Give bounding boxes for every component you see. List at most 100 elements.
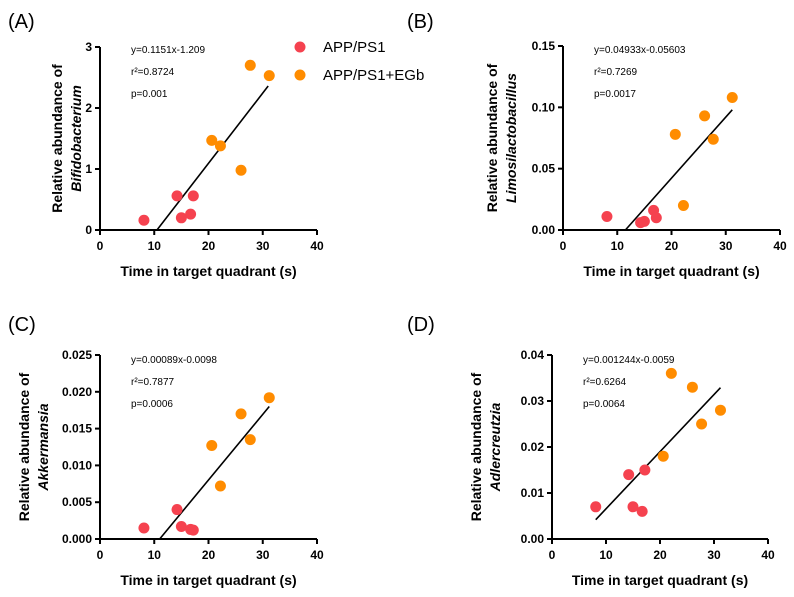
data-point (214, 140, 226, 152)
regression-line (595, 387, 722, 521)
data-point (235, 164, 247, 176)
annotation-p: p=0.0064 (583, 399, 625, 410)
x-tick-label: 30 (707, 548, 721, 562)
panel-label: (B) (407, 11, 434, 33)
x-tick-label: 20 (202, 548, 216, 562)
y-tick-label: 3 (85, 40, 92, 54)
annotation-p: p=0.0017 (594, 89, 636, 100)
data-point (726, 92, 738, 104)
y-tick-label: 0.02 (521, 440, 545, 454)
data-point (677, 199, 689, 211)
data-point (696, 418, 708, 430)
x-tick-label: 40 (310, 239, 324, 253)
y-tick-label: 0.00 (532, 223, 556, 237)
annotation-r-squared: r²=0.6264 (583, 377, 627, 388)
panel-label: (C) (8, 314, 36, 336)
y-tick-label: 0.03 (521, 394, 545, 408)
panel-c: (C) 0 10 20 30 40 0.000 0.005 0.010 0.015 0.020 0.0… (8, 314, 324, 588)
annotation-equation: y=0.001244x-0.0059 (583, 355, 675, 366)
x-tick-label: 0 (97, 548, 104, 562)
regression-line (159, 406, 270, 540)
x-tick-label: 20 (653, 548, 667, 562)
data-point (214, 480, 226, 492)
data-point (590, 501, 602, 513)
annotation-equation: y=0.04933x-0.05603 (594, 45, 686, 56)
legend: APP/PS1 APP/PS1+EGb (294, 39, 424, 84)
annotation-r-squared: r²=0.7877 (131, 377, 175, 388)
x-tick-label: 40 (773, 239, 787, 253)
annotation-p: p=0.001 (131, 89, 168, 100)
data-point (657, 450, 669, 462)
y-tick-label: 0.025 (62, 348, 92, 362)
data-point (650, 212, 662, 224)
panel-a: (A) 0 10 20 30 40 0 1 2 3 Time in target quadrant … (8, 11, 324, 279)
data-point (175, 520, 187, 532)
regression-line (624, 109, 733, 231)
x-tick-label: 20 (202, 239, 216, 253)
data-point (686, 381, 698, 393)
data-point (187, 190, 199, 202)
x-tick-label: 10 (599, 548, 613, 562)
data-point (244, 59, 256, 71)
data-point (138, 214, 150, 226)
regression-line (156, 85, 269, 231)
data-point (707, 133, 719, 145)
annotation-p: p=0.0006 (131, 399, 173, 410)
x-tick-label: 30 (719, 239, 733, 253)
data-point (669, 128, 681, 140)
data-point (185, 208, 197, 220)
x-tick-label: 0 (560, 239, 567, 253)
x-tick-label: 40 (761, 548, 775, 562)
x-axis-label: Time in target quadrant (s) (572, 572, 748, 588)
x-tick-label: 0 (549, 548, 556, 562)
y-tick-label: 0.010 (62, 458, 92, 472)
x-tick-label: 10 (148, 548, 162, 562)
data-point (171, 504, 183, 516)
data-point (138, 522, 150, 534)
x-tick-label: 0 (97, 239, 104, 253)
x-tick-label: 10 (148, 239, 162, 253)
y-axis-label-genus: Limosilactobacillus (503, 73, 519, 203)
legend-label: APP/PS1 (323, 39, 386, 56)
y-axis-label: Relative abundance of (468, 372, 484, 521)
x-tick-label: 20 (665, 239, 679, 253)
data-point (638, 215, 650, 227)
y-axis-label-genus: Adlercreutzia (487, 402, 503, 492)
annotation-r-squared: r²=0.8724 (131, 67, 175, 78)
data-point (623, 469, 635, 481)
y-tick-label: 0.04 (521, 348, 545, 362)
y-axis-label-genus: Akkermansia (35, 403, 51, 491)
annotation-r-squared: r²=0.7269 (594, 67, 638, 78)
y-tick-label: 0.05 (532, 162, 556, 176)
y-tick-label: 0.15 (532, 39, 556, 53)
y-tick-label: 0.005 (62, 495, 92, 509)
y-axis-label-genus: Bifidobacterium (68, 85, 84, 192)
data-point (175, 212, 187, 224)
y-axis-label: Relative abundance of (49, 64, 65, 213)
y-axis-label: Relative abundance of (484, 63, 500, 212)
data-point (627, 501, 639, 513)
data-point (636, 505, 648, 517)
data-point (235, 408, 247, 420)
y-tick-label: 0.020 (62, 385, 92, 399)
y-tick-label: 0.01 (521, 486, 545, 500)
data-point (263, 70, 275, 82)
legend-label: APP/PS1+EGb (323, 67, 424, 84)
x-tick-label: 30 (256, 239, 270, 253)
y-tick-label: 0 (85, 223, 92, 237)
x-tick-label: 40 (310, 548, 324, 562)
y-tick-label: 0.000 (62, 532, 92, 546)
panel-d: (D) 0 10 20 30 40 0.00 0.01 0.02 0.03 0.04 Time in … (407, 314, 775, 588)
data-point (206, 134, 218, 146)
y-axis-label: Relative abundance of (16, 372, 32, 521)
y-tick-label: 0.10 (532, 100, 556, 114)
data-point (187, 524, 199, 536)
data-point (206, 440, 218, 452)
x-tick-label: 10 (611, 239, 625, 253)
panel-b: (B) 0 10 20 30 40 0.00 0.05 0.10 0.15 Time in targ… (407, 11, 787, 279)
y-tick-label: 2 (85, 101, 92, 115)
x-axis-label: Time in target quadrant (s) (120, 263, 296, 279)
data-point (171, 190, 183, 202)
data-point (601, 211, 613, 223)
